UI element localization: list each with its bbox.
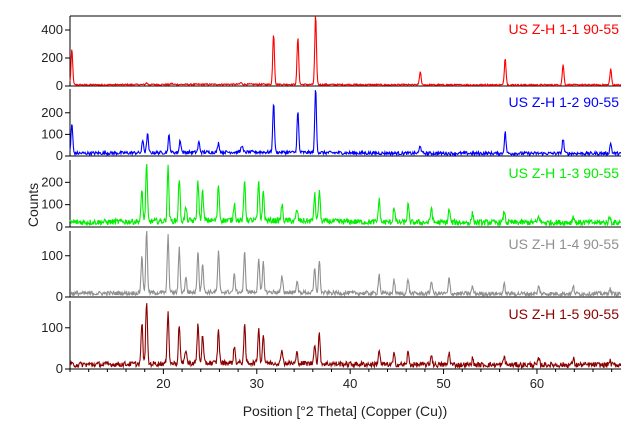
series-line [69,16,621,87]
x-tick-label: 60 [530,376,544,391]
y-tick-label: 400 [41,22,63,37]
panel-1: 0 200 400 US Z-H 1-1 90-55 [41,15,621,93]
y-tick-label: 0 [56,361,63,376]
x-tick-label: 50 [436,376,450,391]
panel-4: 0 100 US Z-H 1-4 90-55 [41,230,621,304]
panel-5: 0 100 US Z-H 1-5 90-55 [41,301,621,376]
series-line [69,163,621,228]
series-label: US Z-H 1-4 90-55 [509,236,620,252]
y-tick-label: 100 [41,248,63,263]
series-line [69,90,621,158]
series-line [69,230,621,298]
chart-panels: 0 200 400 US Z-H 1-1 90-55 0 100 200 US Z-H 1-2… [41,15,621,376]
series-label: US Z-H 1-1 90-55 [509,21,620,37]
y-tick-label: 0 [56,148,63,163]
y-axis-title: Counts [25,183,41,227]
panel-2: 0 100 200 US Z-H 1-2 90-55 [41,89,621,163]
x-axis-title: Position [°2 Theta] (Copper (Cu)) [243,403,448,419]
y-tick-label: 100 [41,126,63,141]
series-label: US Z-H 1-2 90-55 [509,94,620,110]
y-tick-label: 0 [56,78,63,93]
x-tick-label: 30 [250,376,264,391]
y-tick-label: 200 [41,105,63,120]
y-tick-label: 200 [41,174,63,189]
series-line [69,303,621,370]
panel-3: 0 100 200 US Z-H 1-3 90-55 [41,160,621,234]
x-axis: 20 30 40 50 60 [69,369,613,391]
y-tick-label: 200 [41,50,63,65]
y-tick-label: 100 [41,320,63,335]
y-tick-label: 0 [56,289,63,304]
series-label: US Z-H 1-3 90-55 [509,165,620,181]
x-tick-label: 20 [156,376,170,391]
y-tick-label: 0 [56,219,63,234]
x-tick-label: 40 [343,376,357,391]
y-tick-label: 100 [41,197,63,212]
series-label: US Z-H 1-5 90-55 [509,306,620,322]
